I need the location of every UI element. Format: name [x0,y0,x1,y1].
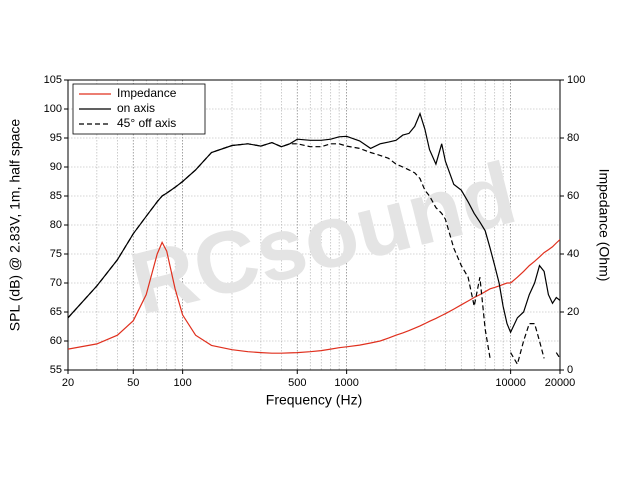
y-tick-label: 65 [50,306,62,318]
y-tick-label: 90 [50,161,62,173]
x-tick-label: 20000 [545,377,576,389]
y2-tick-label: 80 [567,132,579,144]
watermark: RCsound [122,143,525,334]
legend-label: on axis [117,101,155,115]
y2-tick-label: 40 [567,248,579,260]
legend-label: 45° off axis [117,116,176,130]
y-tick-label: 60 [50,335,62,347]
y-tick-label: 105 [44,74,62,86]
plot-frame [67,79,561,371]
data-line [68,141,560,366]
y-tick-label: 95 [50,132,62,144]
y2-tick-label: 100 [567,74,585,86]
x-tick-label: 500 [288,377,306,389]
y2-tick-label: 60 [567,190,579,202]
y2-axis-label: Impedance (Ohm) [596,169,612,282]
legend-label: Impedance [117,86,177,100]
y-tick-label: 55 [50,364,62,376]
data-line [68,239,560,354]
y-tick-label: 70 [50,277,62,289]
y-tick-label: 100 [44,103,62,115]
y-tick-label: 75 [50,248,62,260]
plot-area: 55 60 65 70 75 80 85 90 95 100 105 0 20 40 60 80 100 20 50… [44,74,586,389]
x-tick-label: 100 [173,377,191,389]
x-tick-label: 10000 [495,377,526,389]
x-tick-label: 50 [127,377,139,389]
x-tick-label: 1000 [334,377,358,389]
y2-tick-label: 20 [567,306,579,318]
y2-tick-label: 0 [567,364,573,376]
x-axis-label: Frequency (Hz) [266,392,362,408]
y-axis-label: SPL (dB) @ 2.83V, 1m, half space [7,119,23,332]
y-tick-label: 80 [50,219,62,231]
x-tick-label: 20 [62,377,74,389]
y-tick-label: 85 [50,190,62,202]
